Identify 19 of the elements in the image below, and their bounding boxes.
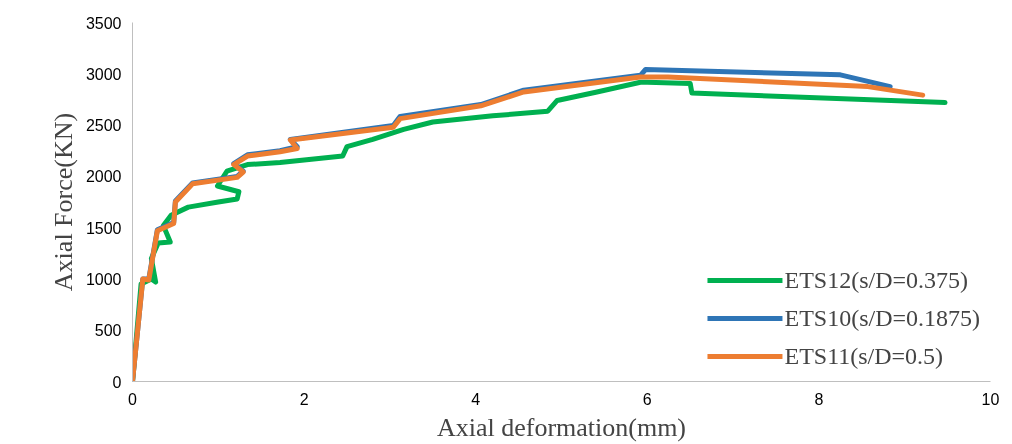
y-tick-label: 2500 [85,117,122,135]
x-tick-label: 6 [642,390,652,408]
x-axis-title: Axial deformation(mm) [436,412,687,442]
x-tick-label: 2 [299,390,309,408]
legend-label: ETS10(s/D=0.1875) [784,304,980,332]
y-tick-label: 0 [112,373,122,391]
y-tick-label: 1000 [85,270,122,288]
y-tick-label: 2000 [85,168,122,186]
legend-label: ETS12(s/D=0.375) [784,266,968,294]
x-tick-label: 4 [471,390,481,408]
y-tick-label: 3000 [85,65,122,83]
x-tick-label: 8 [814,390,824,408]
x-tick-label: 0 [128,390,138,408]
x-tick-label: 10 [981,390,1000,408]
legend-label: ETS11(s/D=0.5) [784,342,944,370]
y-tick-label: 3500 [85,14,122,32]
y-tick-label: 1500 [85,219,122,237]
y-axis-title: Axial Force(KN) [48,112,78,292]
y-tick-label: 500 [94,322,122,340]
